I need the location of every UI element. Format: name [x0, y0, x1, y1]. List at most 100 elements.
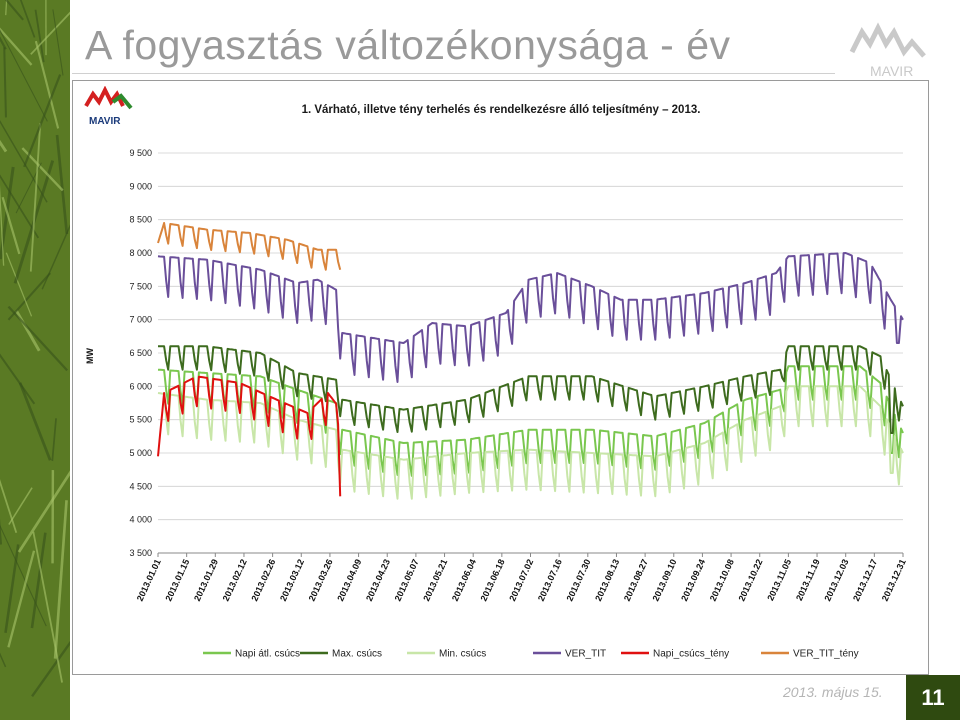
- grass-stroke: [19, 0, 36, 38]
- series-line-max-cs-cs: [158, 345, 904, 434]
- grass-stroke: [41, 224, 70, 290]
- series-line-napi-tl-cs-cs: [157, 365, 904, 477]
- x-tick-label: 2013.12.03: [822, 558, 850, 603]
- svg-text:MAVIR: MAVIR: [89, 116, 121, 127]
- grass-stroke: [0, 652, 7, 668]
- x-tick-label: 2013.08.27: [622, 558, 650, 603]
- grass-stroke: [51, 418, 57, 462]
- y-tick-label: 9 500: [129, 148, 152, 158]
- grass-stroke: [7, 272, 52, 321]
- x-tick-label: 2013.01.15: [163, 558, 191, 603]
- grass-stroke: [15, 310, 41, 352]
- grass-stroke: [0, 524, 47, 627]
- x-tick-label: 2013.07.30: [565, 558, 593, 603]
- x-tick-label: 2013.03.26: [307, 558, 335, 603]
- y-tick-label: 7 000: [129, 315, 152, 325]
- grass-stroke: [52, 9, 64, 76]
- grass-stroke: [30, 532, 47, 629]
- legend: Napi átl. csúcs Max. csúcs Min. csúcs VER_T…: [203, 649, 859, 660]
- grass-stroke: [30, 11, 70, 55]
- legend-label: VER_TIT_tény: [793, 649, 859, 660]
- mavir-logo: MAVIR: [848, 22, 928, 80]
- x-tick-label: 2013.12.31: [880, 558, 908, 603]
- x-tick-label: 2013.07.02: [507, 558, 535, 603]
- grass-stroke: [23, 74, 62, 168]
- x-tick-label: 2013.09.24: [679, 558, 707, 603]
- grass-stroke: [7, 550, 36, 648]
- x-tick-label: 2013.01.29: [192, 558, 220, 603]
- grid-lines: [158, 152, 903, 554]
- grass-stroke: [3, 47, 7, 118]
- legend-label: Napi_csúcs_tény: [653, 649, 729, 660]
- grass-stroke: [0, 353, 36, 405]
- x-tick-label: 2013.11.19: [794, 558, 822, 603]
- y-tick-label: 4 500: [129, 481, 152, 491]
- grass-stroke: [0, 184, 5, 266]
- x-tick-label: 2013.05.07: [393, 558, 421, 603]
- chart: 1. Várható, illetve tény terhelés és ren…: [85, 104, 908, 660]
- y-tick-label: 5 000: [129, 448, 152, 458]
- x-tick-label: 2013.06.18: [479, 558, 507, 603]
- x-tick-label: 2013.03.12: [278, 558, 306, 603]
- x-tick-label: 2013.11.05: [765, 558, 793, 603]
- grass-stroke: [31, 640, 70, 697]
- grass-stroke: [53, 500, 68, 659]
- x-tick-label: 2013.10.08: [708, 558, 736, 603]
- y-tick-label: 4 000: [129, 515, 152, 525]
- chart-container: 1. Várható, illetve tény terhelés és ren…: [72, 80, 929, 675]
- grass-stroke: [0, 36, 7, 50]
- grass-stroke: [55, 134, 69, 235]
- grass-stroke: [34, 9, 45, 63]
- decorative-side-panel: [0, 0, 70, 720]
- grass-stroke: [0, 29, 48, 122]
- y-tick-label: 6 000: [129, 381, 152, 391]
- grass-stroke: [17, 470, 70, 553]
- series-line-ver-tit: [157, 252, 904, 383]
- grass-stroke: [0, 479, 18, 534]
- legend-label: Min. csúcs: [439, 649, 486, 660]
- x-tick-label: 2013.05.21: [421, 558, 449, 603]
- grass-stroke: [29, 123, 42, 272]
- y-tick-label: 8 500: [129, 215, 152, 225]
- y-axis-ticks: 3 500 4 000 4 500 5 000 5 500 6 000 6 500 7 000…: [129, 148, 152, 558]
- x-tick-label: 2013.06.04: [450, 558, 478, 603]
- legend-label: VER_TIT: [565, 649, 606, 660]
- x-tick-label: 2013.07.16: [536, 558, 564, 603]
- grass-stroke: [18, 382, 52, 461]
- y-tick-label: 7 500: [129, 281, 152, 291]
- x-axis-ticks: 2013.01.01 2013.01.15 2013.01.29 2013.02.12…: [135, 553, 908, 603]
- series-lines: [157, 222, 904, 500]
- x-tick-label: 2013.02.26: [249, 558, 277, 603]
- x-tick-label: 2013.04.09: [335, 558, 363, 603]
- grass-stroke: [7, 305, 69, 372]
- y-tick-label: 6 500: [129, 348, 152, 358]
- y-axis-label: MW: [85, 348, 95, 364]
- series-line-ver-tit-t-ny: [157, 222, 342, 271]
- grass-texture: [0, 0, 70, 697]
- slide-number: 11: [906, 675, 960, 720]
- grass-stroke: [32, 531, 63, 683]
- grass-stroke: [5, 252, 33, 317]
- slide-date: 2013. május 15.: [783, 684, 883, 700]
- legend-label: Napi átl. csúcs: [235, 649, 300, 660]
- y-tick-label: 3 500: [129, 548, 152, 558]
- x-tick-label: 2013.12.17: [851, 558, 879, 603]
- x-tick-label: 2013.01.01: [135, 558, 163, 603]
- grass-stroke: [4, 544, 20, 633]
- page-title: A fogyasztás változékonysága - év: [85, 22, 731, 68]
- grass-stroke: [0, 27, 33, 66]
- x-tick-label: 2013.09.10: [650, 558, 678, 603]
- series-line-min-cs-cs: [157, 385, 904, 500]
- grass-stroke: [0, 119, 48, 203]
- x-tick-label: 2013.10.22: [736, 558, 764, 603]
- title-divider: [72, 73, 835, 74]
- x-tick-label: 2013.04.23: [364, 558, 392, 603]
- chart-title: 1. Várható, illetve tény terhelés és ren…: [302, 104, 701, 116]
- legend-label: Max. csúcs: [332, 649, 382, 660]
- series-line-napi-cs-cs-t-ny: [157, 375, 342, 497]
- x-tick-label: 2013.08.13: [593, 558, 621, 603]
- y-tick-label: 9 000: [129, 181, 152, 191]
- grass-stroke: [8, 487, 33, 525]
- y-tick-label: 5 500: [129, 415, 152, 425]
- grass-stroke: [4, 0, 24, 21]
